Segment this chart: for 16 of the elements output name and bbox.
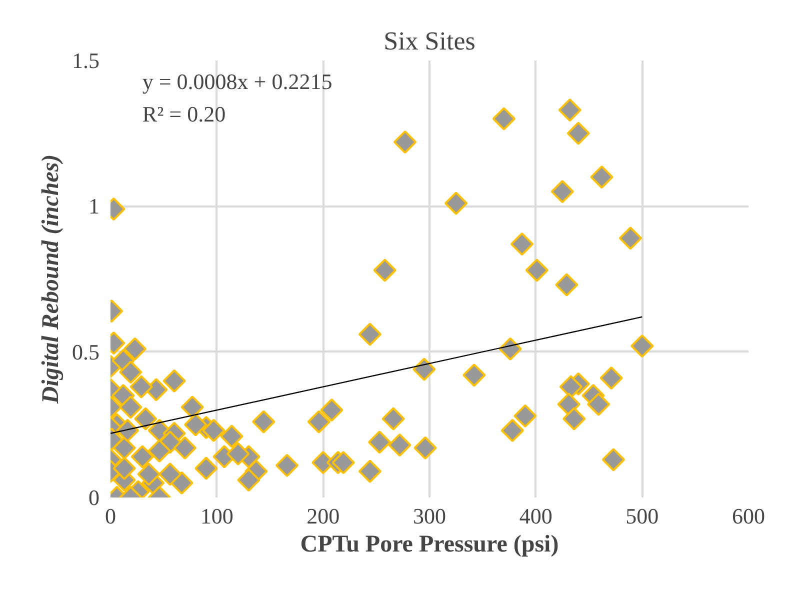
x-tick-label: 0	[105, 504, 116, 528]
x-tick-label: 200	[306, 504, 340, 528]
y-tick-label: 0.5	[72, 339, 100, 364]
x-tick-label: 400	[519, 504, 552, 528]
annotation: R² = 0.20	[142, 101, 226, 126]
x-axis-title: CPTu Pore Pressure (psi)	[300, 532, 559, 558]
annotation: y = 0.0008x + 0.2215	[142, 69, 332, 94]
chart-title: Six Sites	[384, 26, 476, 56]
x-tick-label: 100	[200, 504, 234, 528]
y-tick-label: 1	[88, 194, 100, 219]
y-tick-label: 0	[88, 485, 100, 510]
x-tick-label: 500	[626, 504, 659, 528]
y-axis-title: Digital Rebound (inches)	[38, 154, 64, 405]
y-tick-label: 1.5	[72, 48, 100, 73]
x-tick-label: 300	[413, 504, 446, 528]
x-tick-label: 600	[732, 504, 765, 528]
